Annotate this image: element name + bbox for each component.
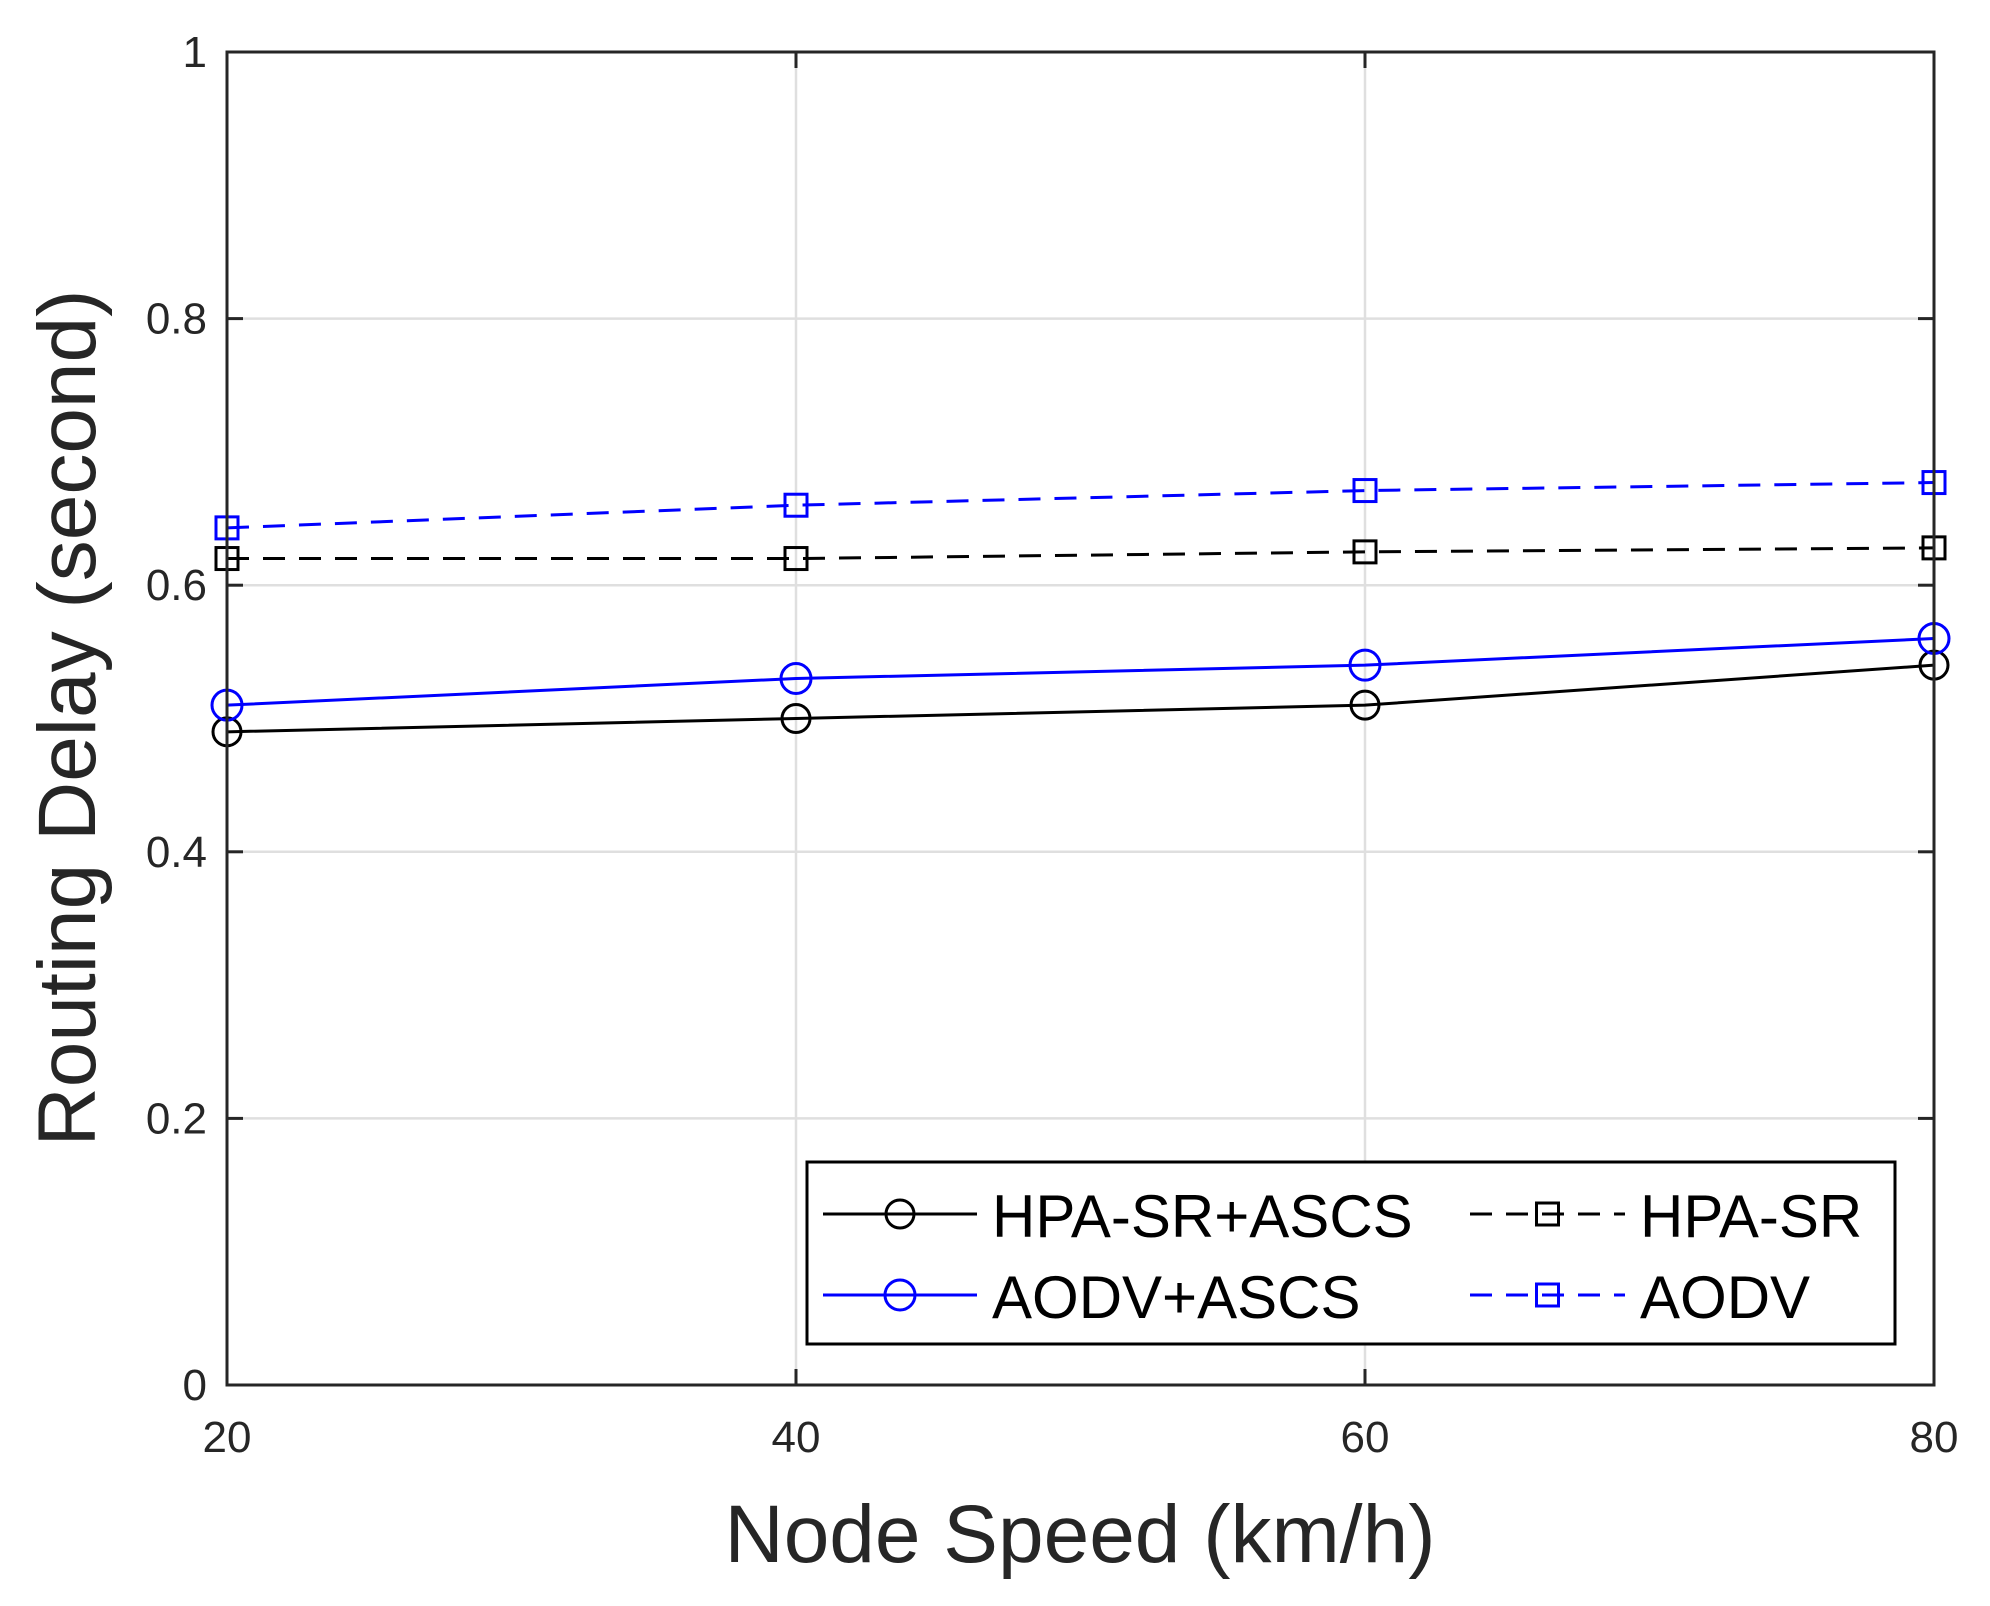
- point-hpa-sr-40: [783, 546, 809, 572]
- legend-sample-hpa-sr-ascs: [823, 1198, 977, 1230]
- legend-marker-hpa-sr-ascs: [884, 1198, 916, 1230]
- y-tick-label-0-2: 0.2: [146, 1094, 207, 1143]
- series-line-aodv: [226, 481, 1935, 530]
- legend-label-hpa-sr-ascs: HPA-SR+ASCS: [992, 1183, 1413, 1250]
- x-tick-label-20: 20: [203, 1413, 252, 1462]
- x-axis-title: Node Speed (km/h): [724, 1489, 1435, 1580]
- tick-labels: 20 40 60 80 0 0.2 0.4 0.6 0.8 1: [146, 28, 1959, 1462]
- series-line-aodv-ascs: [226, 637, 1935, 707]
- ticks: [225, 50, 1936, 1387]
- point-aodv-ascs-60: [1348, 648, 1382, 682]
- legend-sample-aodv-ascs: [823, 1278, 977, 1312]
- y-tick-label-0-6: 0.6: [146, 561, 207, 610]
- legend-marker-hpa-sr: [1535, 1201, 1560, 1227]
- y-tick-label-0: 0: [183, 1361, 207, 1410]
- x-tick-label-40: 40: [772, 1413, 821, 1462]
- point-hpa-sr-ascs-60: [1349, 689, 1381, 721]
- legend-marker-aodv-ascs: [883, 1278, 917, 1312]
- legend: HPA-SR+ASCS HPA-SR AODV+ASCS AODV: [805, 1160, 1897, 1346]
- series-line-hpa-sr: [227, 546, 1935, 561]
- series-line-hpa-sr-ascs: [226, 663, 1935, 734]
- legend-sample-hpa-sr: [1470, 1201, 1625, 1227]
- point-hpa-sr-ascs-40: [780, 703, 812, 734]
- y-tick-label-0-8: 0.8: [146, 295, 207, 344]
- series-aodv-ascs: [210, 622, 1951, 722]
- point-aodv-40: [783, 492, 809, 518]
- point-aodv-ascs-40: [779, 662, 813, 696]
- legend-items: [823, 1198, 1625, 1312]
- y-axis-title: Routing Delay (second): [22, 290, 113, 1147]
- legend-label-hpa-sr: HPA-SR: [1640, 1183, 1862, 1250]
- legend-label-aodv-ascs: AODV+ASCS: [992, 1264, 1360, 1331]
- x-tick-label-80: 80: [1910, 1413, 1959, 1462]
- legend-box: [805, 1160, 1897, 1346]
- y-tick-label-0-4: 0.4: [146, 828, 207, 877]
- y-tick-label-1: 1: [183, 28, 207, 77]
- legend-marker-aodv: [1535, 1282, 1560, 1308]
- plot-frame: [225, 50, 1936, 1387]
- legend-sample-aodv: [1470, 1282, 1625, 1308]
- x-tick-label-60: 60: [1341, 1413, 1390, 1462]
- point-hpa-sr-60: [1352, 539, 1378, 565]
- legend-label-aodv: AODV: [1640, 1264, 1810, 1331]
- point-aodv-60: [1352, 478, 1378, 504]
